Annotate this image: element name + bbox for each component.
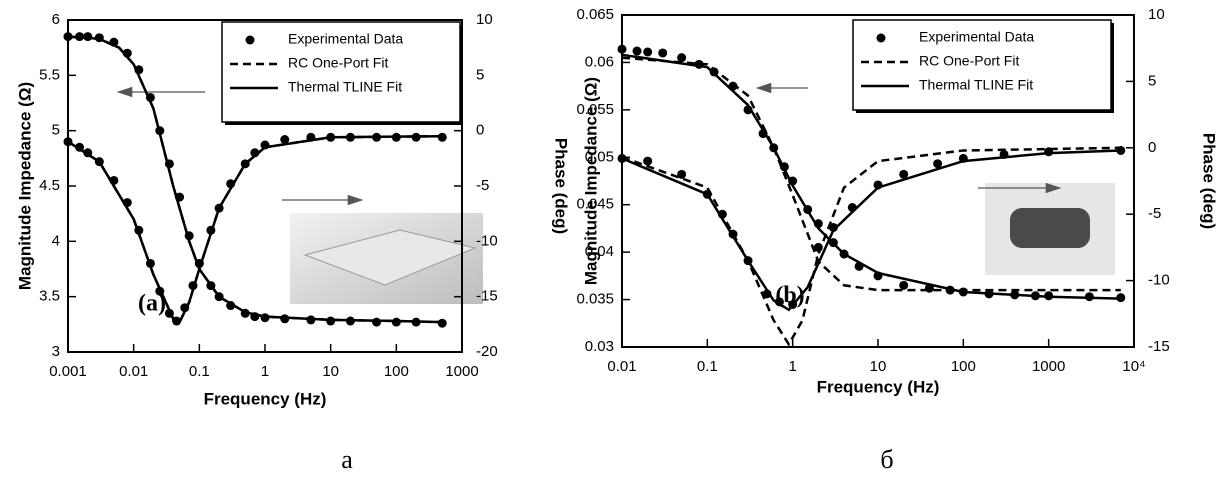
x-axis-label: Frequency (Hz) — [817, 377, 940, 396]
x-tick-label: 10 — [322, 363, 339, 380]
y-tick-label: 5.5 — [39, 66, 60, 83]
y-tick-label: 6 — [52, 11, 60, 28]
x-tick-label: 0.001 — [49, 363, 87, 380]
data-point — [643, 156, 653, 166]
y-axis-label: Magnitude Impedance (Ω) — [15, 82, 34, 290]
y2-tick-label: 0 — [476, 122, 484, 139]
y-tick-label: 0.05 — [585, 148, 614, 165]
y-tick-label: 0.035 — [576, 291, 614, 308]
x-tick-label: 0.1 — [697, 358, 718, 375]
y-tick-label: 0.06 — [585, 53, 614, 70]
inset-shape — [1010, 208, 1090, 248]
y-tick-label: 0.065 — [576, 6, 614, 23]
y2-tick-label: 5 — [476, 66, 484, 83]
x-axis-label: Frequency (Hz) — [204, 389, 327, 408]
plot-frame — [67, 19, 463, 353]
y-tick-label: 0.055 — [576, 101, 614, 118]
x-tick-label: 0.01 — [119, 363, 148, 380]
data-point — [677, 53, 687, 63]
y2-tick-label: 10 — [476, 11, 493, 28]
plot-frame — [621, 14, 1135, 348]
legend-box — [852, 19, 1112, 111]
data-point — [677, 169, 687, 179]
data-point — [899, 280, 909, 290]
legend-box — [221, 21, 461, 123]
caption: а — [341, 445, 353, 474]
x-tick-label: 0.01 — [607, 358, 636, 375]
y2-tick-label: 10 — [1148, 6, 1165, 23]
y-tick-label: 0.045 — [576, 196, 614, 213]
data-point — [658, 48, 668, 58]
caption: б — [880, 445, 893, 474]
fit-line — [621, 53, 1121, 300]
x-tick-label: 0.1 — [189, 363, 210, 380]
legend-label: Thermal TLINE Fit — [919, 77, 1033, 93]
x-tick-label: 10⁴ — [1122, 358, 1145, 375]
data-point — [643, 47, 653, 57]
y2-tick-label: -5 — [476, 177, 489, 194]
y-tick-label: 3.5 — [39, 288, 60, 305]
data-point — [632, 46, 642, 56]
fit-line — [621, 149, 1121, 312]
fit-line — [621, 56, 1121, 292]
legend-marker — [876, 33, 886, 43]
legend-label: RC One-Port Fit — [288, 55, 388, 71]
y2-tick-label: -15 — [1148, 338, 1170, 355]
data-point — [828, 222, 838, 232]
y-tick-label: 5 — [52, 122, 60, 139]
y2-tick-label: -15 — [476, 288, 498, 305]
y-tick-label: 3 — [52, 343, 60, 360]
x-tick-label: 1000 — [445, 363, 478, 380]
y2-tick-label: 5 — [1148, 72, 1156, 89]
y2-tick-label: -10 — [476, 232, 498, 249]
legend-label: Thermal TLINE Fit — [288, 79, 402, 95]
data-point — [280, 135, 290, 145]
x-tick-label: 1 — [788, 358, 796, 375]
y2-axis-label: Phase (deg) — [1200, 133, 1219, 229]
y2-axis-label: Phase (deg) — [552, 138, 571, 234]
data-point — [372, 317, 382, 327]
legend-label: Experimental Data — [288, 31, 403, 47]
x-tick-label: 100 — [384, 363, 409, 380]
legend-marker — [245, 35, 255, 45]
fit-line — [67, 35, 443, 324]
y-axis-label: Magnitude Impedance (Ω) — [581, 77, 600, 285]
y2-tick-label: -10 — [1148, 272, 1170, 289]
data-point — [899, 169, 909, 179]
legend-label: RC One-Port Fit — [919, 53, 1019, 69]
inset-shape — [303, 229, 477, 286]
data-point — [617, 44, 627, 54]
y-tick-label: 0.03 — [585, 338, 614, 355]
y2-tick-label: 0 — [1148, 139, 1156, 156]
y2-tick-label: -20 — [476, 343, 498, 360]
x-tick-label: 100 — [951, 358, 976, 375]
y-tick-label: 4 — [52, 232, 60, 249]
fit-line — [67, 134, 443, 324]
x-tick-label: 1 — [261, 363, 269, 380]
x-tick-label: 1000 — [1032, 358, 1065, 375]
x-tick-label: 10 — [870, 358, 887, 375]
y2-tick-label: -5 — [1148, 205, 1161, 222]
y-tick-label: 4.5 — [39, 177, 60, 194]
legend-label: Experimental Data — [919, 29, 1034, 45]
y-tick-label: 0.04 — [585, 243, 614, 260]
data-point — [933, 159, 943, 169]
